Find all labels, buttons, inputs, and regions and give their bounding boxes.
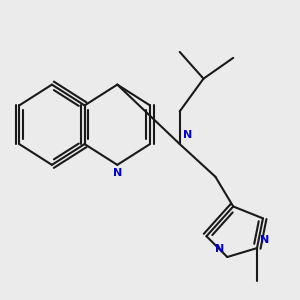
Text: N: N: [183, 130, 192, 140]
Text: N: N: [113, 168, 122, 178]
Text: N: N: [260, 235, 269, 245]
Text: N: N: [215, 244, 224, 254]
